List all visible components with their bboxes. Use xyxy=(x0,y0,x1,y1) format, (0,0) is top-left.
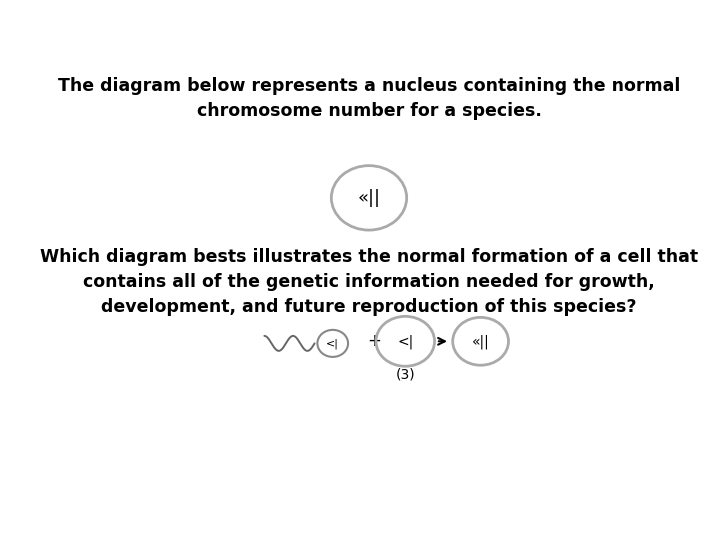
Text: <|: <| xyxy=(326,338,339,349)
Text: The diagram below represents a nucleus containing the normal
chromosome number f: The diagram below represents a nucleus c… xyxy=(58,77,680,120)
Text: «||: «|| xyxy=(472,334,490,348)
Text: (3): (3) xyxy=(395,368,415,382)
Text: Which diagram bests illustrates the normal formation of a cell that
contains all: Which diagram bests illustrates the norm… xyxy=(40,248,698,316)
Text: «||: «|| xyxy=(358,189,380,207)
Text: +: + xyxy=(368,332,382,350)
Text: <|: <| xyxy=(397,334,413,348)
